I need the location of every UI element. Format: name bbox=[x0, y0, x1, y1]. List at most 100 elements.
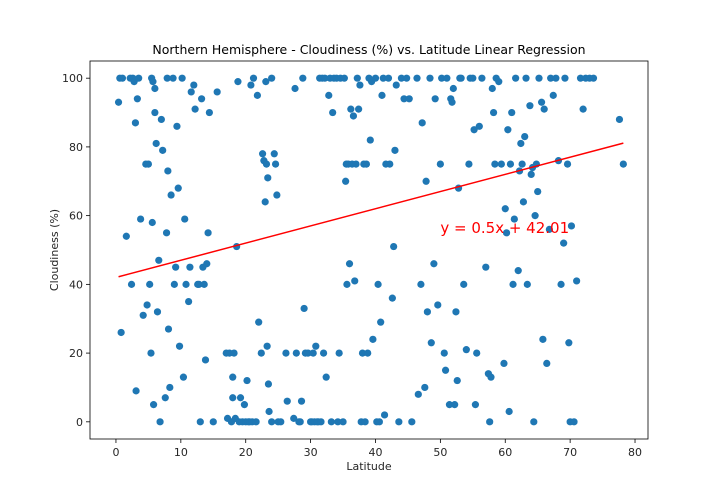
data-point bbox=[175, 342, 184, 350]
data-point bbox=[514, 267, 522, 275]
data-point bbox=[271, 160, 280, 168]
data-point bbox=[361, 418, 369, 426]
data-point bbox=[213, 88, 221, 96]
data-point bbox=[209, 418, 217, 426]
data-point bbox=[547, 74, 555, 82]
data-point bbox=[257, 349, 265, 357]
x-tick-label: 40 bbox=[368, 446, 382, 459]
y-tick-label: 60 bbox=[69, 210, 83, 223]
data-point bbox=[317, 418, 325, 426]
data-point bbox=[567, 222, 576, 230]
data-point bbox=[531, 212, 539, 220]
x-axis: 0 10 20 30 40 50 60 70 80 bbox=[112, 439, 642, 459]
data-point bbox=[421, 383, 429, 392]
data-point bbox=[151, 108, 159, 117]
data-point bbox=[369, 335, 377, 343]
data-point bbox=[325, 91, 333, 99]
data-point bbox=[268, 418, 276, 426]
y-tick-label: 100 bbox=[62, 72, 83, 85]
data-point bbox=[509, 280, 517, 288]
data-point bbox=[427, 339, 435, 347]
data-point bbox=[475, 122, 483, 130]
data-point bbox=[164, 325, 173, 333]
data-point bbox=[149, 401, 158, 409]
data-point bbox=[452, 308, 460, 316]
data-point bbox=[273, 191, 281, 199]
data-point bbox=[205, 108, 213, 117]
data-point bbox=[510, 215, 518, 223]
data-point bbox=[418, 119, 426, 127]
data-point bbox=[526, 102, 534, 110]
data-point bbox=[117, 328, 125, 337]
data-point bbox=[495, 78, 503, 86]
data-point bbox=[200, 280, 208, 288]
data-point bbox=[457, 74, 465, 82]
data-point bbox=[329, 108, 337, 117]
data-point bbox=[181, 215, 189, 223]
data-point bbox=[247, 81, 255, 89]
data-point bbox=[334, 418, 342, 426]
data-point bbox=[186, 263, 194, 271]
data-point bbox=[502, 229, 511, 237]
data-point bbox=[445, 401, 454, 409]
data-point bbox=[351, 277, 359, 285]
x-tick-label: 10 bbox=[174, 446, 188, 459]
data-point bbox=[252, 418, 260, 426]
data-point bbox=[296, 418, 304, 426]
data-point bbox=[579, 105, 587, 113]
data-point bbox=[312, 342, 320, 350]
data-point bbox=[576, 74, 585, 82]
data-point bbox=[518, 160, 526, 168]
data-point bbox=[144, 160, 152, 168]
data-point bbox=[292, 349, 300, 357]
data-point bbox=[426, 74, 434, 82]
data-point bbox=[190, 81, 198, 89]
data-point bbox=[501, 205, 509, 213]
data-point bbox=[290, 414, 298, 422]
x-tick-label: 50 bbox=[433, 446, 447, 459]
data-point bbox=[345, 260, 354, 268]
data-point bbox=[471, 401, 480, 409]
data-point bbox=[282, 349, 290, 357]
data-point bbox=[500, 359, 508, 367]
data-point bbox=[497, 160, 505, 168]
y-tick-label: 80 bbox=[69, 141, 83, 154]
data-point bbox=[349, 112, 358, 120]
data-point bbox=[143, 301, 151, 309]
data-point bbox=[133, 95, 141, 103]
data-point bbox=[549, 91, 557, 99]
regression-equation: y = 0.5x + 42.01 bbox=[440, 219, 569, 237]
data-point bbox=[530, 418, 538, 426]
data-point bbox=[240, 401, 249, 409]
data-point bbox=[523, 280, 531, 288]
data-point bbox=[137, 215, 145, 223]
y-tick-label: 40 bbox=[69, 278, 83, 291]
data-point bbox=[356, 81, 364, 89]
data-point bbox=[236, 394, 245, 402]
data-point bbox=[565, 339, 573, 347]
data-point bbox=[297, 397, 306, 405]
data-point bbox=[570, 418, 578, 426]
data-point bbox=[352, 160, 360, 168]
data-point bbox=[563, 160, 572, 168]
data-point bbox=[561, 74, 569, 82]
data-point bbox=[506, 160, 515, 168]
data-point bbox=[283, 397, 291, 405]
x-tick-label: 20 bbox=[239, 446, 253, 459]
data-point bbox=[262, 160, 271, 168]
data-point bbox=[178, 74, 186, 82]
data-point bbox=[380, 411, 389, 419]
data-point bbox=[122, 232, 130, 240]
data-point bbox=[405, 95, 413, 103]
data-point bbox=[462, 346, 470, 354]
data-point bbox=[449, 84, 457, 93]
data-point bbox=[149, 78, 157, 86]
y-axis: 0 20 40 60 80 100 bbox=[62, 72, 90, 429]
data-point bbox=[153, 308, 162, 316]
data-point bbox=[340, 74, 348, 82]
data-point bbox=[139, 311, 147, 319]
data-point bbox=[277, 418, 285, 426]
data-point bbox=[488, 84, 496, 93]
data-point bbox=[364, 349, 372, 357]
data-point bbox=[384, 74, 393, 82]
